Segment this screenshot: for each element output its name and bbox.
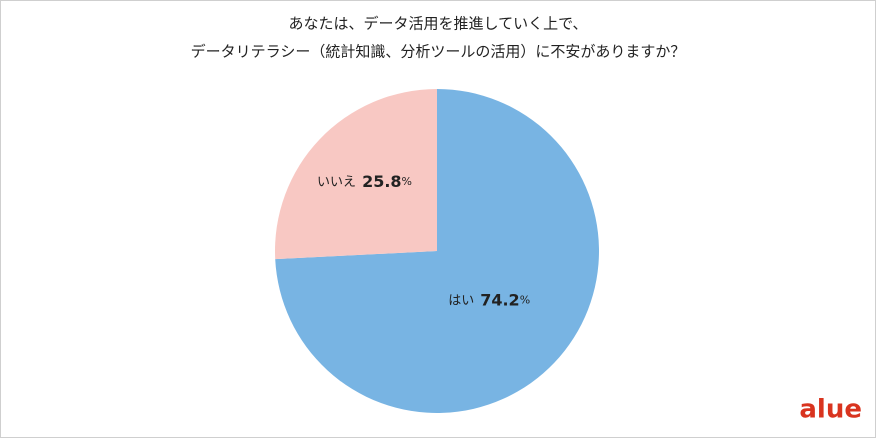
slice-label: いいえ 25.8%: [317, 172, 412, 191]
pie-slice: [275, 89, 437, 260]
chart-title: データリテラシー（統計知識、分析ツールの活用）に不安がありますか？: [191, 43, 686, 61]
slice-label: はい 74.2%: [448, 290, 530, 309]
value-label: 25.8%: [362, 172, 412, 191]
pie: [275, 89, 599, 414]
value-label: 74.2%: [480, 290, 530, 309]
logo: alue: [799, 395, 862, 425]
category-label: いいえ: [317, 175, 356, 190]
chart-title: あなたは、データ活用を推進していく上で、: [289, 15, 588, 33]
pie-slice: [275, 89, 599, 414]
labels: はい 74.2% いいえ 25.8%: [317, 172, 530, 310]
category-label: はい: [448, 293, 474, 308]
